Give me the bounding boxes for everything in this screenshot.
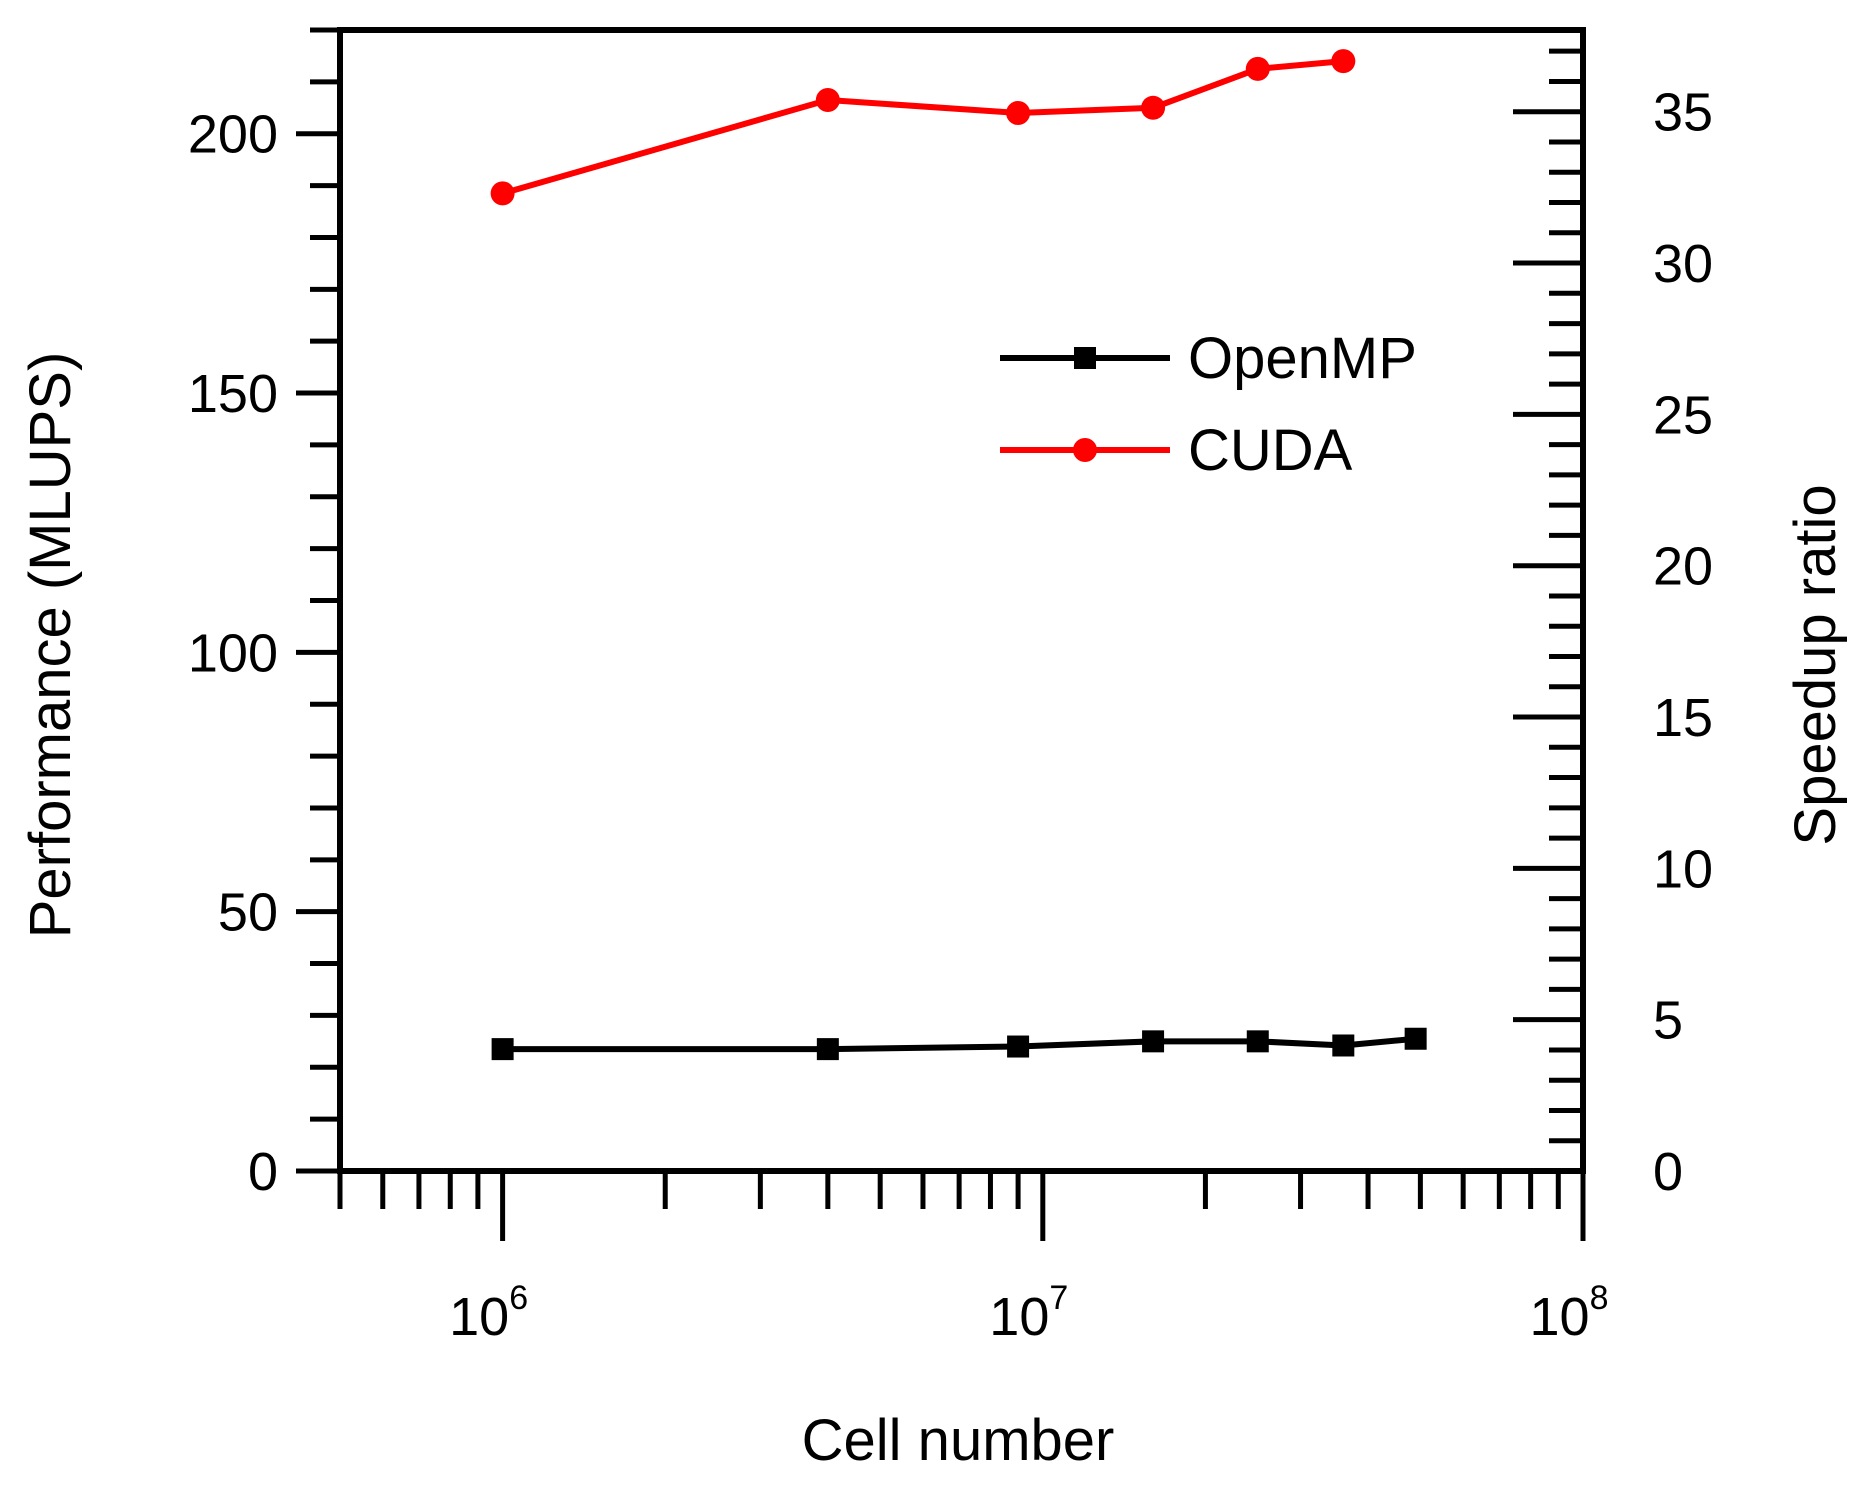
series-layer	[490, 49, 1427, 1061]
data-point-openmp	[491, 1038, 514, 1061]
legend-marker-openmp	[1074, 347, 1096, 369]
data-point-openmp	[1246, 1030, 1269, 1053]
data-point-openmp	[1332, 1034, 1355, 1057]
data-point-openmp	[1404, 1027, 1427, 1050]
right-y-axis-title: Speedup ratio	[1783, 484, 1848, 845]
series-line-cuda	[501, 58, 1344, 197]
left-tick-label: 100	[188, 623, 278, 683]
x-tick-label: 107	[989, 1279, 1068, 1347]
x-tick-label: 108	[1530, 1279, 1609, 1347]
right-tick-label: 25	[1653, 385, 1713, 445]
axes-layer	[296, 27, 1586, 1241]
right-tick-label: 35	[1653, 83, 1713, 143]
right-tick-label: 5	[1653, 991, 1683, 1051]
data-point-cuda	[815, 88, 840, 113]
right-tick-label: 15	[1653, 688, 1713, 748]
left-y-axis-title: Performance (MLUPS)	[18, 352, 83, 939]
left-tick-label: 50	[218, 883, 278, 943]
labels-layer: Cell number Performance (MLUPS) Speedup …	[18, 83, 1848, 1473]
data-point-openmp	[1142, 1030, 1165, 1053]
data-point-cuda	[490, 181, 515, 206]
data-point-openmp	[816, 1038, 839, 1061]
right-tick-label: 0	[1653, 1142, 1683, 1202]
right-tick-label: 10	[1653, 839, 1713, 899]
x-tick-label: 106	[449, 1279, 528, 1347]
data-point-openmp	[1007, 1035, 1030, 1058]
series-line-openmp	[502, 1035, 1416, 1053]
left-tick-label: 0	[248, 1142, 278, 1202]
legend-label-openmp: OpenMP	[1188, 326, 1417, 391]
data-point-cuda	[1141, 95, 1166, 120]
x-axis-title: Cell number	[802, 1408, 1115, 1473]
right-tick-label: 30	[1653, 234, 1713, 294]
data-point-cuda	[1006, 100, 1031, 125]
data-point-cuda	[1331, 49, 1356, 74]
legend-marker-cuda	[1073, 438, 1097, 462]
left-tick-label: 150	[188, 364, 278, 424]
legend-label-cuda: CUDA	[1188, 418, 1353, 483]
legend: OpenMP CUDA	[1000, 326, 1417, 483]
left-tick-label: 200	[188, 105, 278, 165]
right-tick-label: 20	[1653, 537, 1713, 597]
data-point-cuda	[1245, 56, 1270, 81]
